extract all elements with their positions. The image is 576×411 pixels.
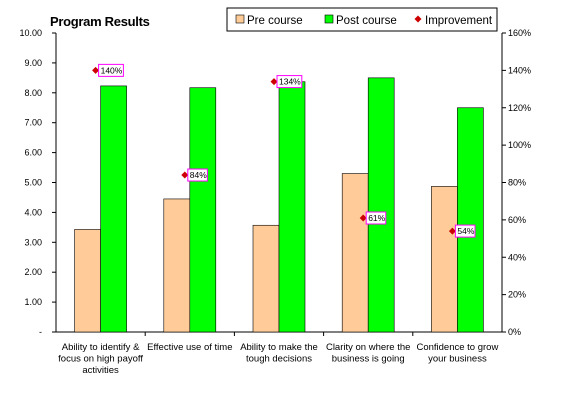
bar-post-course xyxy=(457,107,484,333)
bar-pre-course xyxy=(74,229,101,333)
improvement-label-box xyxy=(365,211,387,225)
left-tick-label: 1.00 xyxy=(24,297,42,307)
chart-title: Program Results xyxy=(50,14,150,29)
legend-swatch xyxy=(414,15,422,23)
left-tick-label: 8.00 xyxy=(24,88,42,98)
left-tick-label: 3.00 xyxy=(24,237,42,247)
improvement-label-box xyxy=(98,63,124,77)
left-tick-label: - xyxy=(39,327,42,337)
improvement-point xyxy=(92,66,100,74)
legend-box xyxy=(226,7,498,32)
x-category-label-line: tough decisions xyxy=(246,354,312,365)
right-tick-label: 0% xyxy=(508,327,521,337)
x-category-label: Ability to make the tough decisions xyxy=(240,342,318,365)
left-tick-label: 5.00 xyxy=(24,178,42,188)
plot-area: - 1.00 2.00 3.00 4.00 5.00 6.00 7.00 8.00 9.00 10.… xyxy=(19,28,531,376)
left-tick-label: 6.00 xyxy=(24,148,42,158)
bar-post-course xyxy=(189,87,217,333)
left-tick-label: 10.00 xyxy=(19,28,42,38)
x-category-label: Confidence to grow your business xyxy=(416,342,498,365)
improvement-label: 140% xyxy=(101,65,123,75)
legend-label: Post course xyxy=(336,15,397,27)
x-category-label-line: your business xyxy=(428,354,487,365)
right-tick-label: 120% xyxy=(508,103,531,113)
x-category-label-line: focus on high payoff xyxy=(58,354,143,365)
right-tick-label: 160% xyxy=(508,28,531,38)
right-tick-label: 80% xyxy=(508,178,526,188)
x-category-label: Effective use of time xyxy=(147,342,232,353)
bar-pre-course xyxy=(252,224,280,333)
x-category-label-line: Ability to make the xyxy=(240,342,318,353)
legend-label: Improvement xyxy=(425,15,493,27)
left-tick-label: 7.00 xyxy=(24,118,42,128)
bar-pre-course xyxy=(431,186,458,333)
x-category-label-line: business is going xyxy=(332,354,405,365)
improvement-label-box xyxy=(454,224,476,238)
x-category-label: Ability to identify & focus on high payof… xyxy=(58,342,143,376)
right-tick-label: 100% xyxy=(508,140,531,150)
legend: Pre course Post course Improvement xyxy=(226,7,498,32)
left-tick-label: 9.00 xyxy=(24,58,42,68)
improvement-point xyxy=(359,214,367,222)
improvement-label-box xyxy=(276,75,303,89)
bar-post-course xyxy=(367,77,395,333)
legend-swatch xyxy=(235,14,245,24)
improvement-label: 54% xyxy=(457,226,474,236)
x-category-label-line: Confidence to grow xyxy=(416,342,498,353)
right-tick-label: 60% xyxy=(508,215,526,225)
legend-label: Pre course xyxy=(247,15,303,27)
right-tick-label: 20% xyxy=(508,290,526,300)
bar-post-course xyxy=(278,81,306,333)
improvement-point xyxy=(181,171,189,179)
right-tick-label: 40% xyxy=(508,252,526,262)
x-category-label: Clarity on where the business is going xyxy=(326,342,410,365)
right-tick-label: 140% xyxy=(508,65,531,75)
legend-swatch xyxy=(324,14,334,24)
x-category-label-line: Ability to identify & xyxy=(62,342,140,353)
bar-pre-course xyxy=(341,173,369,333)
improvement-label: 134% xyxy=(279,77,301,87)
improvement-point xyxy=(448,227,456,235)
improvement-point xyxy=(270,78,278,86)
x-category-label-line: Effective use of time xyxy=(147,342,232,353)
improvement-label: 61% xyxy=(368,213,385,223)
bar-pre-course xyxy=(163,198,191,333)
bar-post-course xyxy=(100,85,127,333)
x-category-label-line: Clarity on where the xyxy=(326,342,410,353)
left-tick-label: 4.00 xyxy=(24,207,42,217)
left-tick-label: 2.00 xyxy=(24,267,42,277)
improvement-label-box xyxy=(187,168,208,182)
x-category-label-line: activities xyxy=(82,365,119,376)
improvement-label: 84% xyxy=(190,170,207,180)
